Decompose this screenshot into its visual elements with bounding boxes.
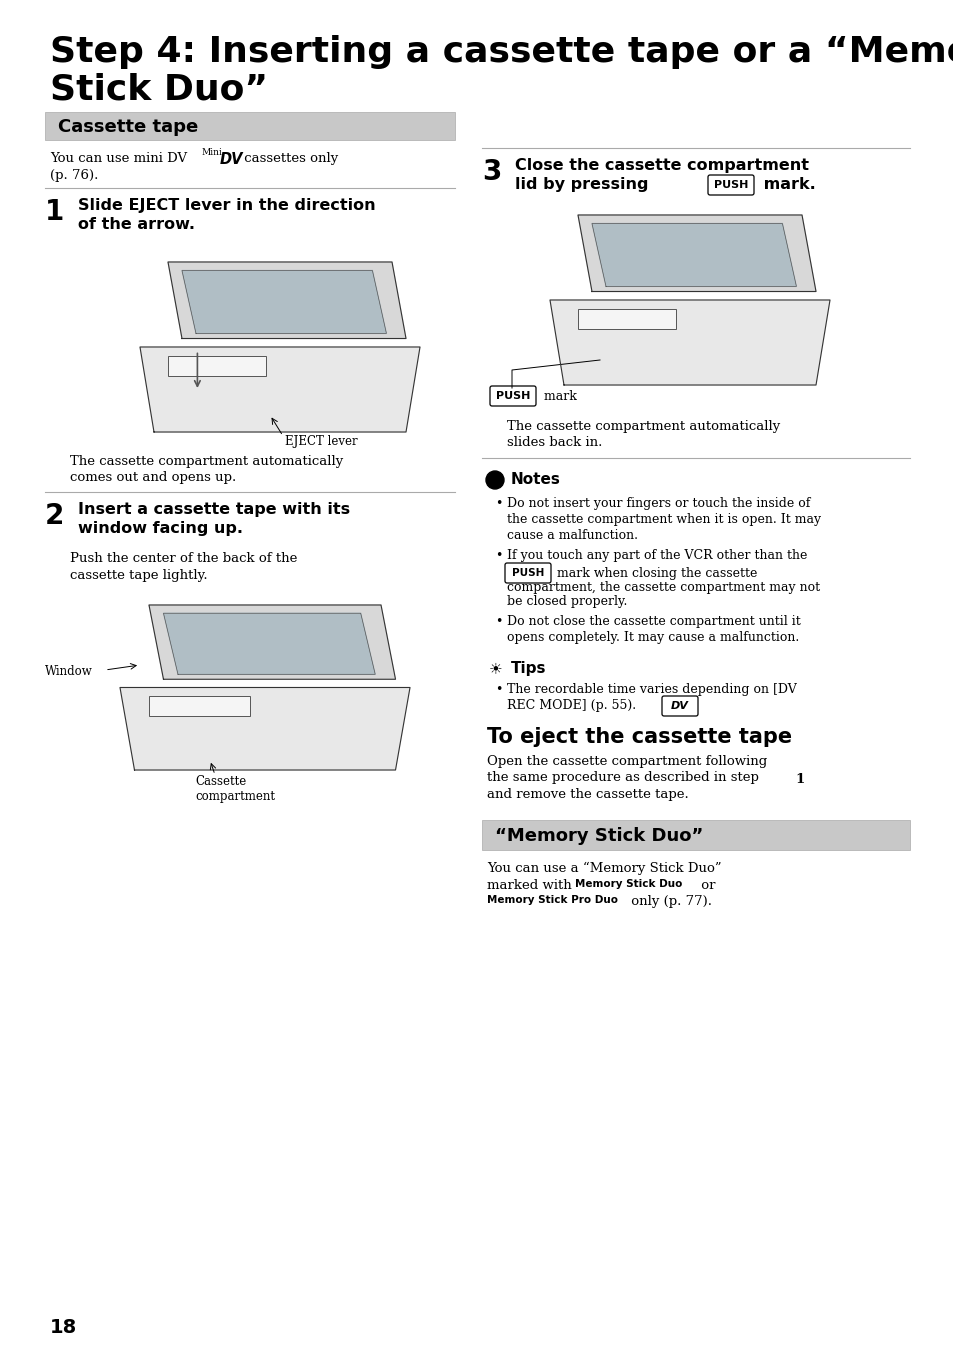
- Polygon shape: [168, 262, 406, 338]
- Text: DV: DV: [220, 152, 243, 167]
- Bar: [578, 308, 676, 328]
- Text: To eject the cassette tape: To eject the cassette tape: [486, 727, 791, 746]
- Text: Memory Stick Duo: Memory Stick Duo: [575, 879, 681, 889]
- Bar: [45, 113, 455, 140]
- Text: Open the cassette compartment following
the same procedure as described in step: Open the cassette compartment following …: [486, 754, 766, 784]
- Text: You can use a “Memory Stick Duo”
marked with: You can use a “Memory Stick Duo” marked …: [486, 862, 720, 892]
- Text: •: •: [495, 683, 502, 696]
- Text: The cassette compartment automatically
comes out and opens up.: The cassette compartment automatically c…: [70, 455, 343, 484]
- Text: Insert a cassette tape with its
window facing up.: Insert a cassette tape with its window f…: [78, 502, 350, 536]
- Bar: [168, 356, 266, 376]
- Text: be closed properly.: be closed properly.: [506, 594, 627, 608]
- Text: “Memory Stick Duo”: “Memory Stick Duo”: [495, 826, 702, 845]
- Polygon shape: [163, 613, 375, 674]
- Polygon shape: [182, 270, 386, 334]
- Text: (p. 76).: (p. 76).: [50, 170, 98, 182]
- Text: ⚡: ⚡: [491, 475, 497, 484]
- FancyBboxPatch shape: [504, 563, 551, 584]
- Text: Window: Window: [45, 665, 92, 678]
- Text: mark when closing the cassette: mark when closing the cassette: [553, 567, 757, 579]
- Text: 18: 18: [50, 1318, 77, 1337]
- Circle shape: [485, 471, 503, 489]
- Text: Close the cassette compartment
lid by pressing: Close the cassette compartment lid by pr…: [515, 157, 808, 191]
- Text: only (p. 77).: only (p. 77).: [626, 896, 711, 908]
- Text: Step 4: Inserting a cassette tape or a “Memory: Step 4: Inserting a cassette tape or a “…: [50, 35, 953, 69]
- Text: EJECT lever: EJECT lever: [285, 436, 357, 448]
- Text: You can use mini DV: You can use mini DV: [50, 152, 192, 166]
- Text: Do not close the cassette compartment until it
opens completely. It may cause a : Do not close the cassette compartment un…: [506, 615, 800, 645]
- Text: mark: mark: [539, 389, 577, 403]
- Text: 2: 2: [45, 502, 64, 531]
- Text: or: or: [697, 879, 715, 892]
- Text: Mini: Mini: [202, 148, 223, 157]
- Text: 1: 1: [45, 198, 64, 227]
- Text: The cassette compartment automatically
slides back in.: The cassette compartment automatically s…: [506, 421, 780, 449]
- Polygon shape: [592, 224, 796, 286]
- FancyBboxPatch shape: [490, 385, 536, 406]
- Text: cassettes only: cassettes only: [240, 152, 338, 166]
- Polygon shape: [149, 605, 395, 680]
- Text: mark.: mark.: [758, 176, 815, 191]
- Polygon shape: [120, 688, 410, 769]
- Text: •: •: [495, 497, 502, 510]
- Text: DV: DV: [670, 702, 688, 711]
- Polygon shape: [140, 347, 419, 432]
- Text: Stick Duo”: Stick Duo”: [50, 73, 268, 107]
- FancyBboxPatch shape: [661, 696, 698, 716]
- Text: Cassette tape: Cassette tape: [58, 118, 198, 136]
- Text: Notes: Notes: [511, 472, 560, 487]
- Polygon shape: [550, 300, 829, 385]
- Text: 1: 1: [794, 773, 803, 786]
- Text: PUSH: PUSH: [496, 391, 530, 402]
- Text: Memory Stick Pro Duo: Memory Stick Pro Duo: [486, 896, 618, 905]
- Bar: [149, 696, 251, 715]
- Text: Slide EJECT lever in the direction
of the arrow.: Slide EJECT lever in the direction of th…: [78, 198, 375, 232]
- Text: ☀: ☀: [489, 661, 502, 676]
- Text: and remove the cassette tape.: and remove the cassette tape.: [486, 788, 688, 801]
- Text: 3: 3: [481, 157, 501, 186]
- Text: •: •: [495, 550, 502, 562]
- Text: Push the center of the back of the
cassette tape lightly.: Push the center of the back of the casse…: [70, 552, 297, 582]
- Text: If you touch any part of the VCR other than the: If you touch any part of the VCR other t…: [506, 550, 806, 562]
- Text: The recordable time varies depending on [DV
REC MODE] (p. 55).: The recordable time varies depending on …: [506, 683, 796, 712]
- Text: •: •: [495, 615, 502, 628]
- Text: compartment, the cassette compartment may not: compartment, the cassette compartment ma…: [506, 581, 820, 594]
- FancyBboxPatch shape: [707, 175, 753, 195]
- Text: PUSH: PUSH: [713, 180, 747, 190]
- Polygon shape: [578, 214, 815, 292]
- Text: Cassette
compartment: Cassette compartment: [194, 775, 274, 803]
- Text: PUSH: PUSH: [511, 569, 543, 578]
- Bar: [481, 820, 909, 849]
- Text: Do not insert your fingers or touch the inside of
the cassette compartment when : Do not insert your fingers or touch the …: [506, 497, 821, 541]
- Text: Tips: Tips: [511, 661, 546, 676]
